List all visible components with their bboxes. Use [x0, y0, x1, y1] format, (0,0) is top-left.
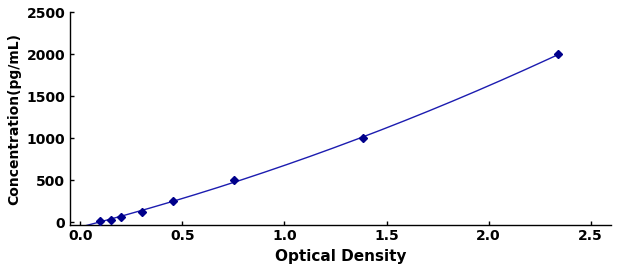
X-axis label: Optical Density: Optical Density [275, 249, 406, 264]
Y-axis label: Concentration(pg/mL): Concentration(pg/mL) [7, 33, 21, 205]
